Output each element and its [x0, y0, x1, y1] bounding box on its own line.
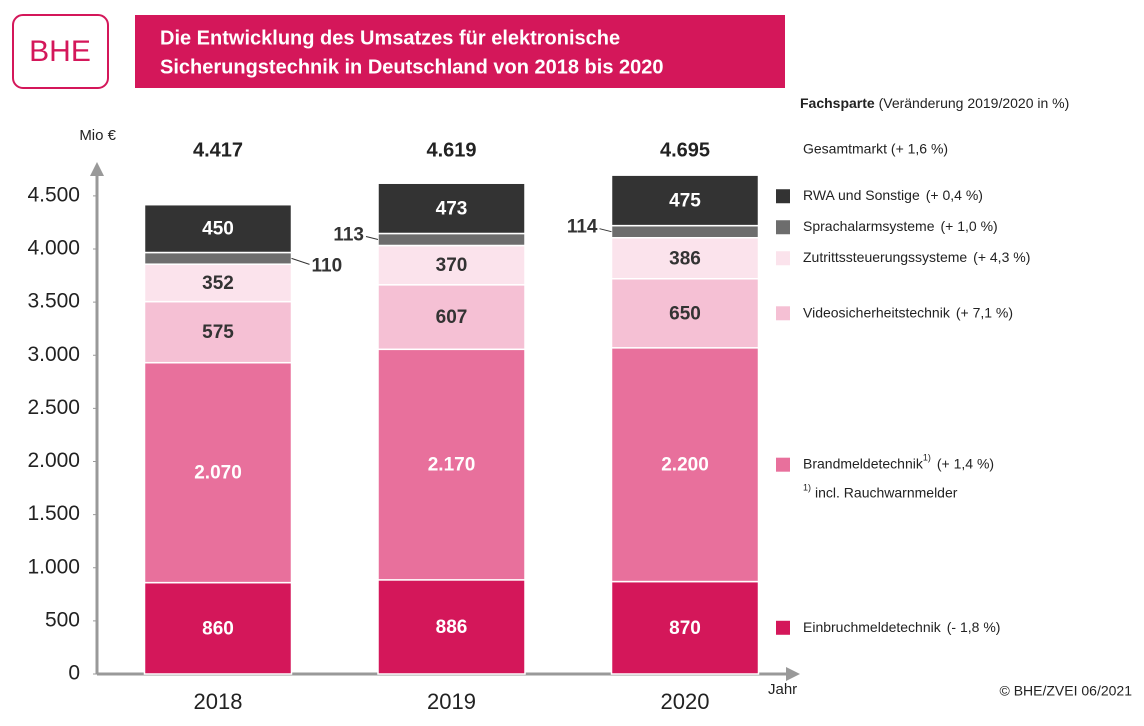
y-tick-label: 2.000: [27, 449, 80, 472]
legend-change: (+ 1,4 %): [937, 455, 994, 471]
y-tick-label: 1.500: [27, 502, 80, 525]
legend-swatch: [776, 251, 790, 266]
bar-segment: [610, 347, 760, 583]
y-tick-label: 1.000: [27, 555, 80, 578]
footnote-text: incl. Rauchwarnmelder: [815, 484, 958, 500]
value-label: 386: [669, 248, 701, 269]
y-tick-label: 0: [68, 662, 80, 685]
bar-segment: [143, 203, 293, 254]
value-label: 650: [669, 303, 701, 324]
value-label: 475: [669, 190, 701, 211]
x-axis-label: Jahr: [768, 681, 797, 698]
x-axis-arrow: [786, 667, 800, 681]
bar-segment: [610, 224, 760, 239]
legend-heading-bold: Fachsparte: [800, 95, 875, 111]
value-label: 886: [436, 617, 468, 638]
y-tick-label: 4.500: [27, 183, 80, 206]
total-label: 4.619: [426, 139, 476, 161]
value-label: 113: [333, 225, 364, 246]
legend-change: (+ 1,0 %): [941, 218, 998, 234]
legend-label: Zutrittssteuerungssysteme (+ 4,3 %): [803, 249, 1030, 265]
value-label: 370: [436, 255, 468, 276]
y-tick-label: 3.500: [27, 290, 80, 313]
value-label: 860: [202, 618, 234, 639]
y-axis-arrow: [90, 162, 104, 176]
legend-swatch: [776, 457, 790, 472]
legend-label: Einbruchmeldetechnik (- 1,8 %): [803, 618, 1000, 634]
value-label: 575: [202, 322, 234, 343]
legend-change: (+ 0,4 %): [926, 187, 983, 203]
footnote-mark: 1): [803, 483, 811, 493]
value-label: 2.170: [428, 455, 476, 476]
legend-change: (- 1,8 %): [947, 618, 1001, 634]
total-legend: Gesamtmarkt (+ 1,6 %): [803, 141, 948, 157]
value-label: 110: [312, 255, 343, 276]
legend-swatch: [776, 220, 790, 235]
title-line: Sicherungstechnik in Deutschland von 201…: [160, 56, 664, 78]
legend-label: Sprachalarmsysteme (+ 1,0 %): [803, 218, 998, 234]
legend-name: RWA und Sonstige: [803, 187, 920, 203]
x-tick-label: 2020: [661, 689, 710, 714]
legend-label: Videosicherheitstechnik (+ 7,1 %): [803, 304, 1013, 320]
legend-change: (+ 4,3 %): [973, 249, 1030, 265]
y-axis-label: Mio €: [79, 127, 116, 144]
bar-segment: [610, 174, 760, 227]
value-label: 2.200: [661, 455, 709, 476]
title-box: [135, 15, 785, 88]
bar-segment: [377, 232, 526, 247]
legend-name: Sprachalarmsysteme: [803, 218, 935, 234]
bar-segment: [377, 284, 526, 351]
legend-name: Einbruchmeldetechnik: [803, 618, 942, 634]
leader-line: [291, 257, 310, 265]
legend-subheading: (Veränderung 2019/2020 in %): [879, 95, 1070, 111]
legend-name: Zutrittssteuerungssysteme: [803, 249, 967, 265]
x-tick-label: 2018: [194, 689, 243, 714]
bar-segment: [610, 580, 760, 675]
leader-line: [365, 236, 379, 240]
bar-segment: [377, 348, 526, 581]
legend-label: RWA und Sonstige (+ 0,4 %): [803, 187, 983, 203]
value-label: 607: [436, 307, 468, 328]
legend-name: Videosicherheitstechnik: [803, 304, 951, 320]
bar-segment: [377, 244, 526, 286]
logo-box: [12, 14, 109, 89]
legend-change: (+ 7,1 %): [956, 304, 1013, 320]
value-label: 2.070: [194, 463, 242, 484]
value-label: 870: [669, 618, 701, 639]
y-tick-label: 500: [45, 608, 80, 631]
y-tick-label: 4.000: [27, 237, 80, 260]
bar-segment: [143, 251, 293, 265]
legend-swatch: [776, 189, 790, 204]
bar-segment: [377, 182, 526, 235]
leader-line: [599, 228, 612, 233]
logo: BHE: [29, 35, 91, 68]
title-line: Die Entwicklung des Umsatzes für elektro…: [160, 27, 620, 49]
y-tick-label: 2.500: [27, 396, 80, 419]
total-label: 4.417: [193, 139, 243, 161]
value-label: 114: [567, 217, 598, 238]
legend-label: Brandmeldetechnik1) (+ 1,4 %): [803, 453, 994, 471]
value-label: 473: [436, 198, 468, 219]
legend-swatch: [776, 620, 790, 635]
legend-swatch: [776, 306, 790, 321]
legend-heading: Fachsparte (Veränderung 2019/2020 in %): [800, 95, 1069, 111]
bar-segment: [377, 579, 526, 675]
legend-footnote-mark: 1): [923, 453, 931, 463]
value-label: 450: [202, 219, 234, 240]
bar-segment: [610, 278, 760, 349]
bar-segment: [610, 236, 760, 280]
legend-name: Brandmeldetechnik: [803, 455, 924, 471]
total-label: 4.695: [660, 139, 710, 161]
value-label: 352: [202, 273, 234, 294]
source: © BHE/ZVEI 06/2021: [1000, 683, 1133, 699]
x-tick-label: 2019: [427, 689, 476, 714]
y-tick-label: 3.000: [27, 343, 80, 366]
footnote: 1) incl. Rauchwarnmelder: [803, 483, 958, 500]
